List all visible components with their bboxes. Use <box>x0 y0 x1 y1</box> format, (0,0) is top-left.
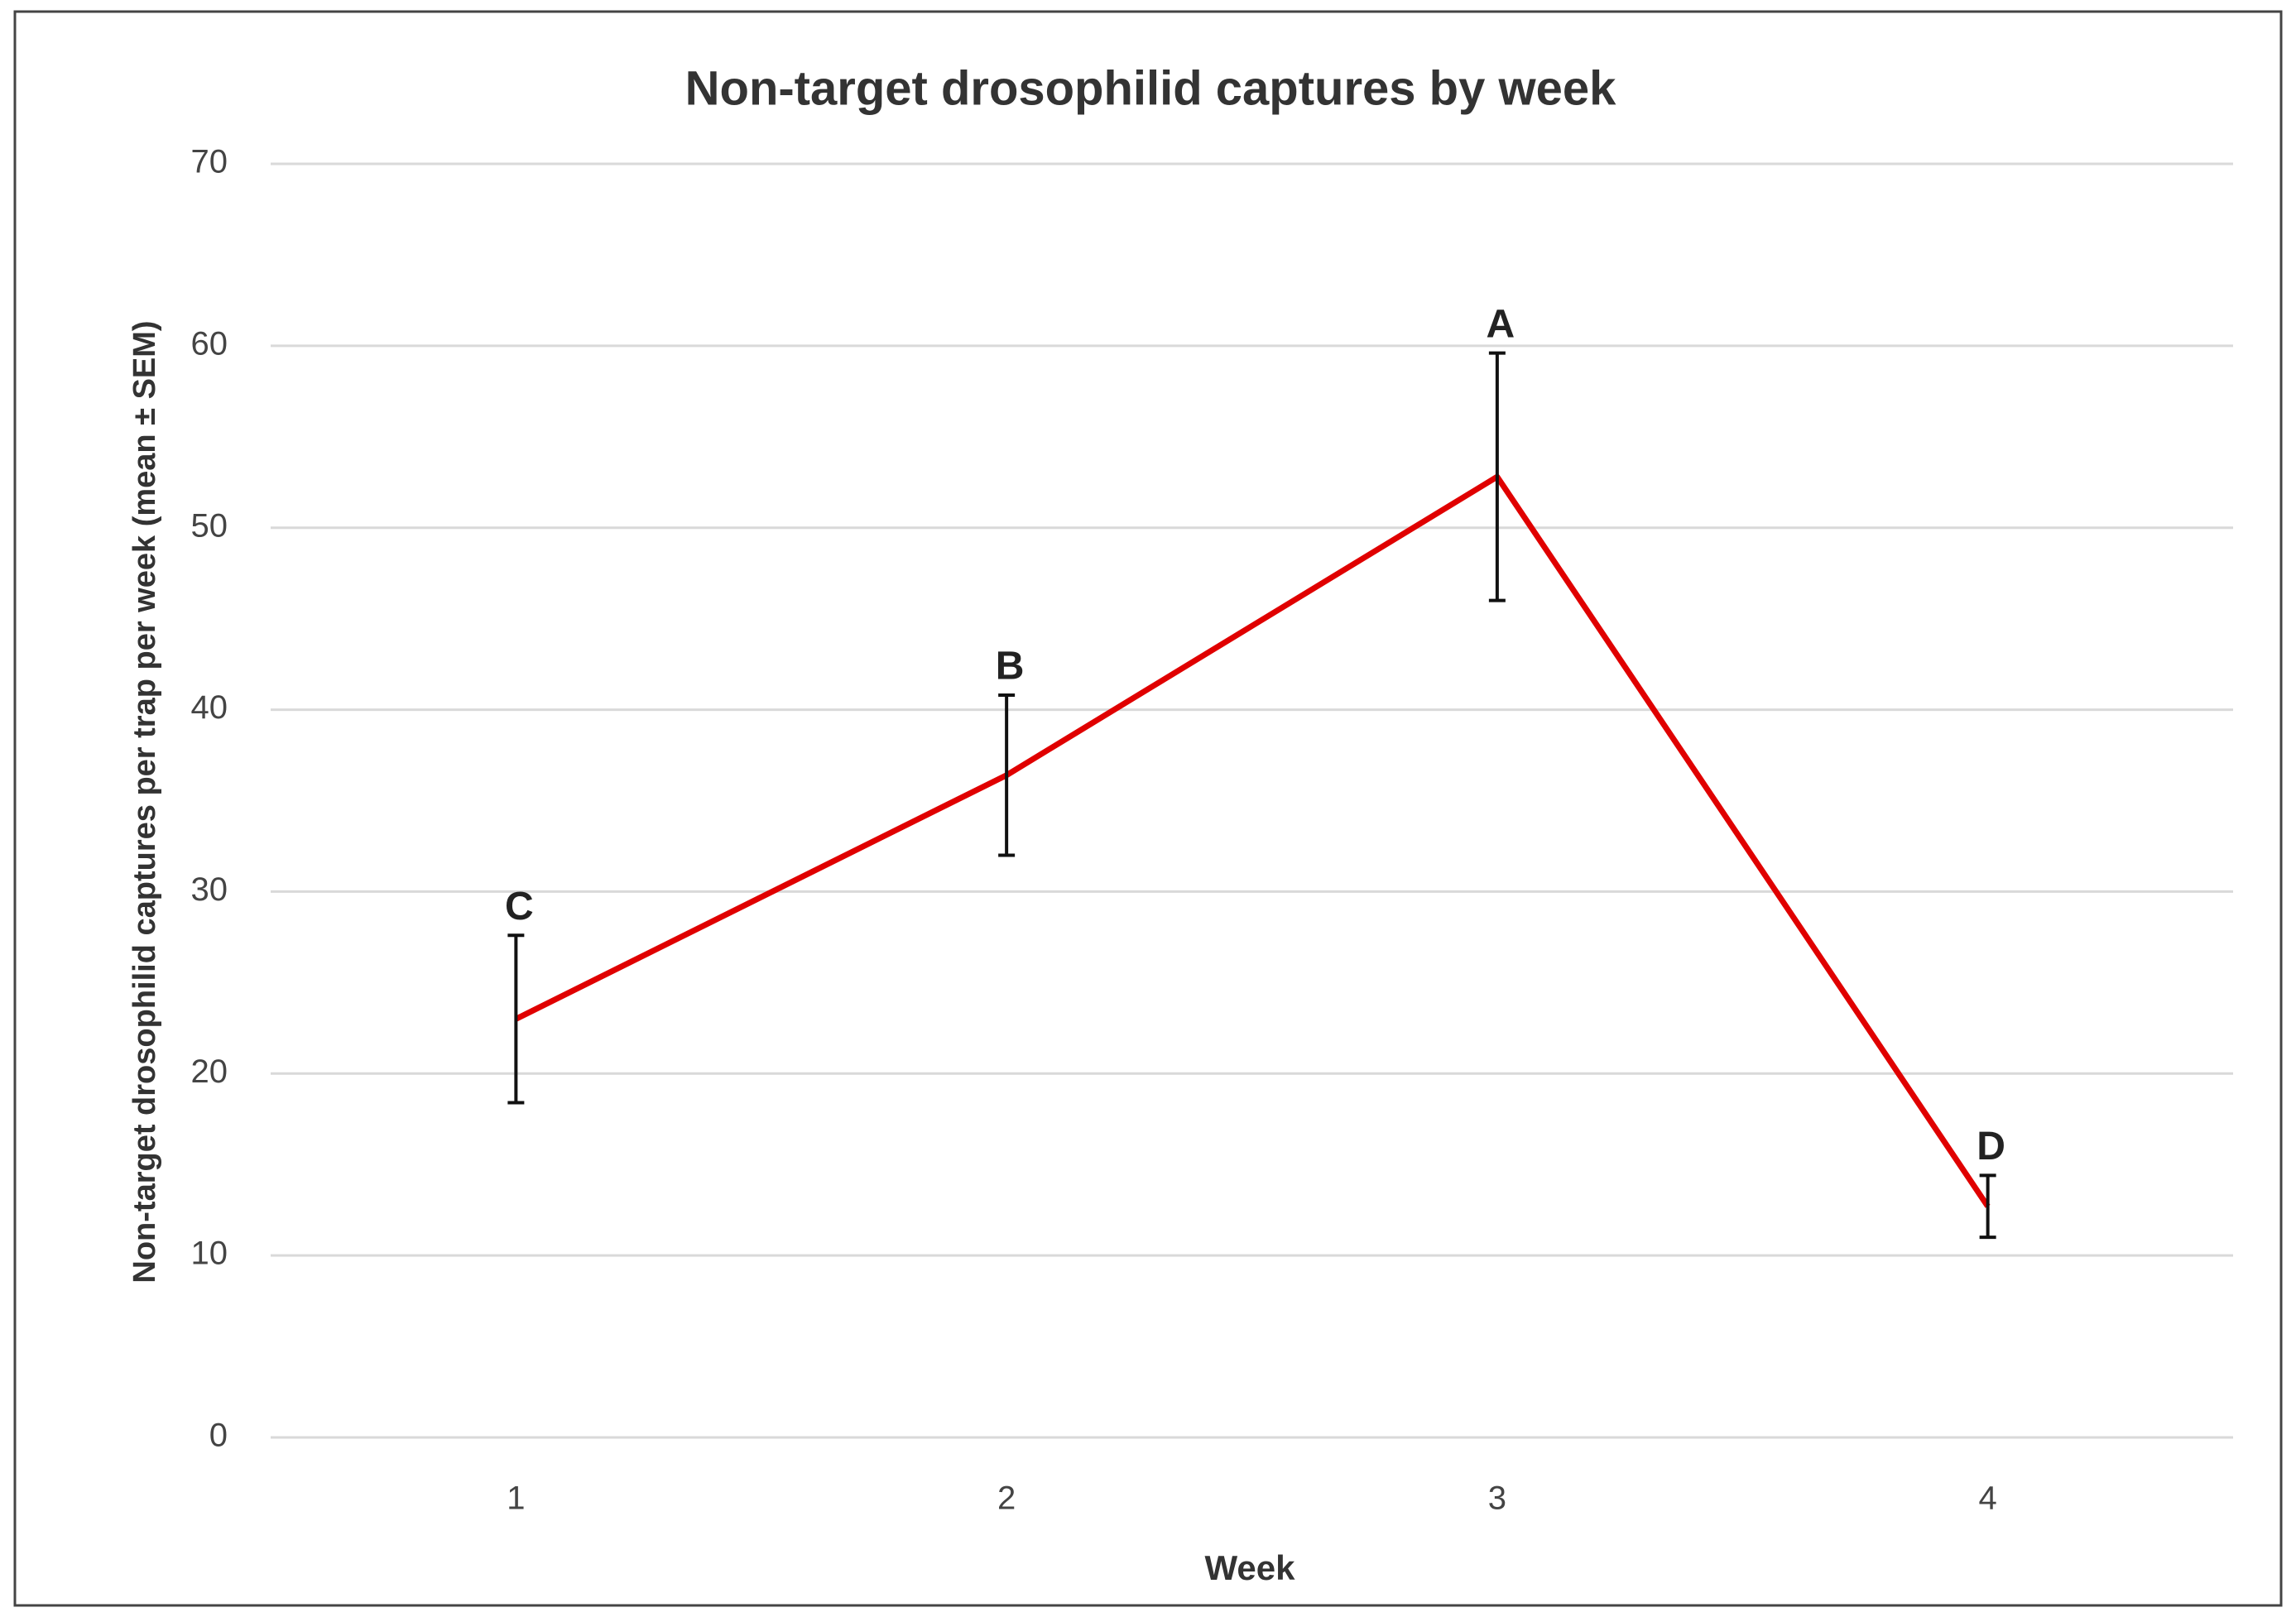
error-bar <box>1488 351 1506 602</box>
chart-title: Non-target drosophilid captures by week <box>685 61 1616 115</box>
y-tick-label: 60 <box>191 325 228 362</box>
x-tick-label: 2 <box>997 1480 1016 1517</box>
x-tick-label: 3 <box>1488 1480 1506 1517</box>
error-bar <box>1979 1173 1996 1240</box>
annotation: A <box>1487 302 1515 346</box>
x-tick-label: 4 <box>1979 1480 1997 1517</box>
y-tick-label: 0 <box>209 1418 228 1454</box>
y-tick-label: 40 <box>191 689 228 726</box>
chart-frame <box>13 10 2283 1607</box>
annotation: C <box>505 885 534 928</box>
x-tick-label: 1 <box>507 1480 525 1517</box>
error-bar <box>998 693 1016 857</box>
annotation: D <box>1977 1125 2005 1168</box>
y-tick-label: 10 <box>191 1236 228 1272</box>
line <box>514 473 1991 1208</box>
y-tick-label: 20 <box>191 1053 228 1090</box>
y-tick-label: 50 <box>191 507 228 544</box>
y-tick-label: 70 <box>191 144 228 180</box>
annotation: B <box>996 645 1025 689</box>
y-tick-label: 30 <box>191 871 228 908</box>
error-bar <box>507 933 525 1105</box>
y-axis-label: Non-target drosophilid captures per trap… <box>127 320 162 1283</box>
x-axis-label: Week <box>1205 1548 1296 1587</box>
